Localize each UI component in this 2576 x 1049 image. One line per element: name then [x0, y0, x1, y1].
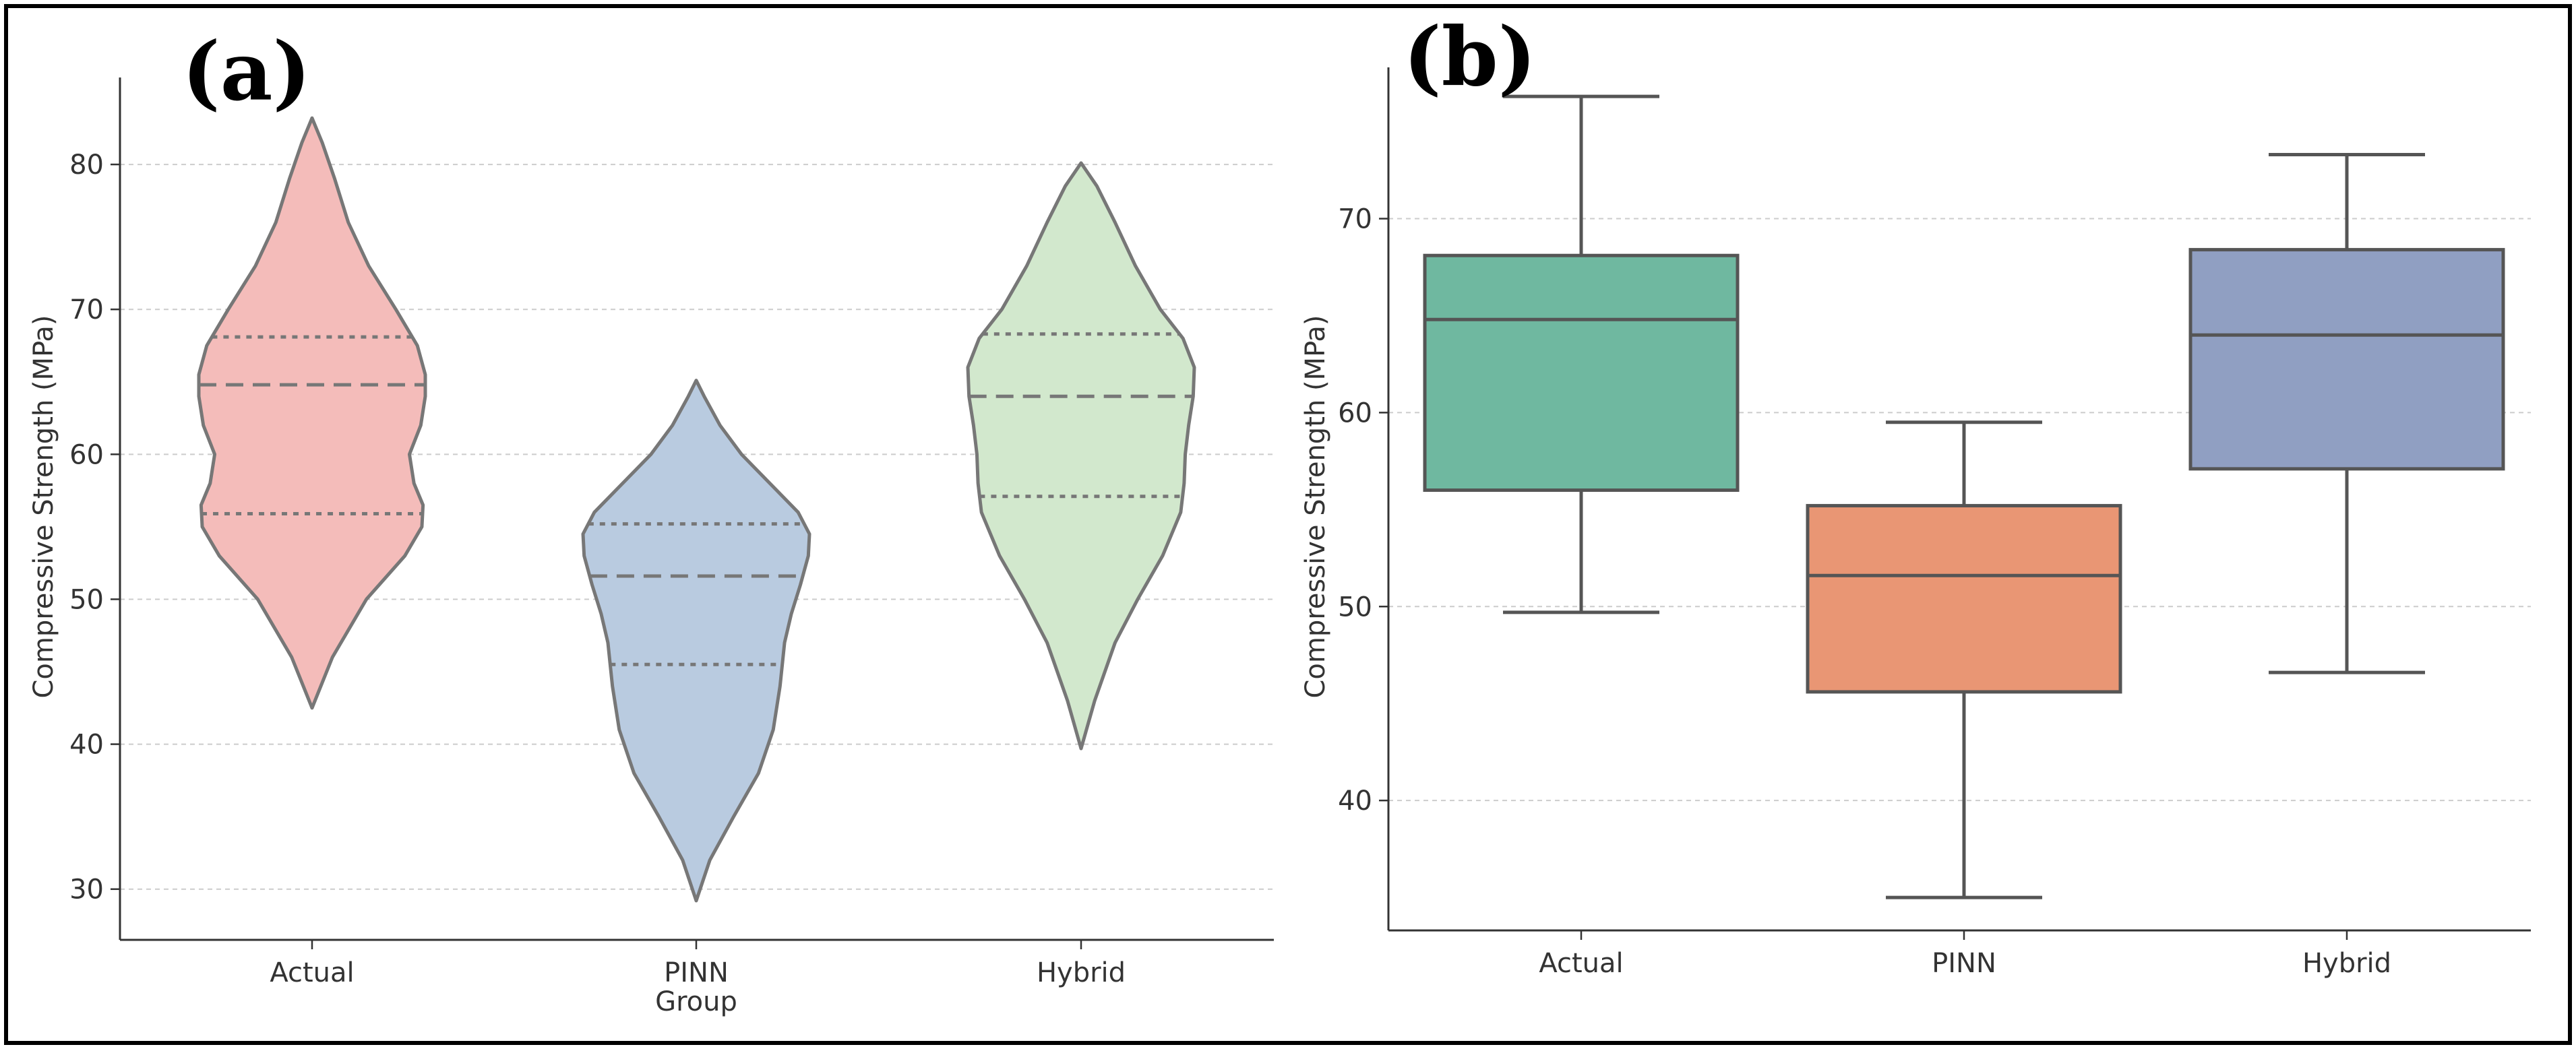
panel-label-a: (a) — [182, 24, 311, 119]
boxplot-y-axis-label: Compressive Strength (MPa) — [1300, 315, 1331, 698]
boxplot-x-tick-label: Actual — [1539, 948, 1623, 979]
violin-y-tick-label: 70 — [69, 294, 104, 325]
violin-y-tick-label: 60 — [69, 439, 104, 470]
violin-y-tick-label: 50 — [69, 584, 104, 615]
boxplot-y-tick-label: 70 — [1338, 204, 1372, 235]
figure-frame — [4, 4, 2572, 1045]
boxplot-x-tick-label: Hybrid — [2302, 948, 2391, 979]
boxplot-pinn-box — [1806, 504, 2122, 694]
violin-panel: 30 40 50 60 70 80 Actual PINN Hybrid (a) Group C… — [28, 24, 1274, 1017]
violin-x-axis-label: Group — [655, 986, 737, 1017]
boxplot-y-tick-label: 50 — [1338, 592, 1372, 623]
violin-bodies — [197, 116, 1196, 903]
panel-label-b: (b) — [1403, 9, 1536, 104]
boxplot-hybrid-box — [2188, 248, 2505, 471]
boxplot-panel: 40 50 60 70 Actual PINN Hybrid (b) Compressive… — [1300, 9, 2531, 979]
violin-pinn — [581, 379, 811, 903]
boxplot-y-tick-label: 60 — [1338, 398, 1372, 428]
violin-x-tick-label: Actual — [270, 957, 354, 988]
boxplot-axes: 40 50 60 70 Actual PINN Hybrid — [1338, 67, 2531, 979]
violin-x-tick-label: PINN — [664, 957, 729, 988]
violin-actual — [197, 116, 427, 710]
violin-y-tick-label: 80 — [69, 150, 104, 181]
violin-hybrid — [966, 161, 1196, 751]
violin-x-tick-label: Hybrid — [1037, 957, 1126, 988]
violin-y-tick-label: 30 — [69, 875, 104, 905]
violin-axes: 30 40 50 60 70 80 Actual PINN Hybrid — [69, 77, 1274, 988]
violin-y-tick-label: 40 — [69, 730, 104, 761]
boxplot-x-tick-label: PINN — [1932, 948, 1996, 979]
boxplot-y-tick-label: 40 — [1338, 786, 1372, 817]
violin-y-axis-label: Compressive Strength (MPa) — [28, 315, 59, 698]
boxplot-boxes — [1423, 94, 2505, 899]
boxplot-actual-box — [1423, 253, 1740, 492]
